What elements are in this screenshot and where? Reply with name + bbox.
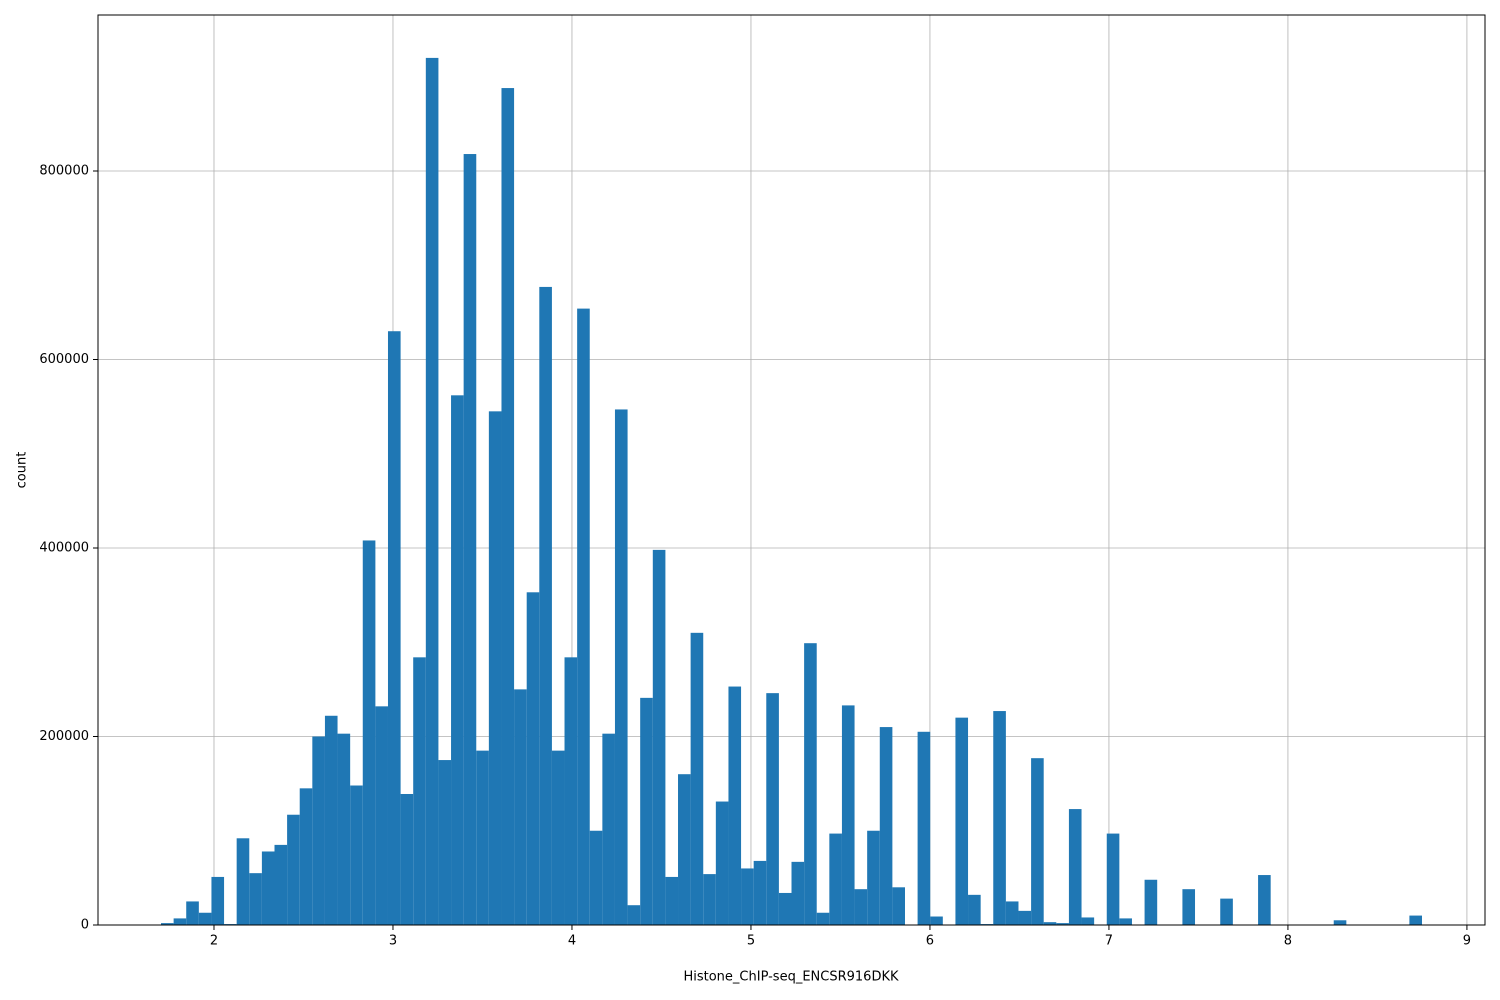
bar — [703, 874, 716, 925]
bar — [577, 308, 590, 925]
y-axis-label: count — [15, 452, 30, 489]
bar — [614, 409, 628, 925]
bar — [261, 851, 275, 925]
bar — [804, 643, 817, 925]
bar — [766, 693, 779, 925]
bar — [879, 727, 893, 925]
bar — [312, 736, 325, 925]
bar — [274, 844, 288, 925]
bar — [728, 686, 742, 925]
bar — [627, 905, 641, 925]
y-tick-label: 800000 — [39, 163, 89, 178]
bar — [1005, 901, 1019, 925]
bar — [867, 830, 880, 925]
bar — [287, 814, 300, 925]
bar — [425, 57, 439, 926]
bar — [1081, 917, 1095, 925]
bar — [1056, 923, 1069, 925]
bar — [375, 706, 388, 925]
bar — [539, 286, 552, 925]
bar — [993, 711, 1006, 925]
bar — [451, 395, 464, 925]
x-axis-label: Histone_ChIP-seq_ENCSR916DKK — [683, 970, 899, 985]
bar — [526, 592, 540, 925]
y-tick-label: 200000 — [39, 729, 89, 744]
bar — [640, 697, 653, 925]
bar — [1068, 809, 1082, 925]
bar — [1182, 889, 1196, 925]
bar — [753, 860, 767, 925]
bar — [211, 876, 225, 925]
bar — [589, 830, 603, 925]
bar — [387, 331, 401, 925]
bar — [564, 657, 578, 925]
x-tick-label: 8 — [1284, 934, 1292, 949]
bar — [1018, 910, 1032, 925]
bar — [501, 88, 515, 925]
bar — [1119, 918, 1132, 925]
bar — [198, 912, 212, 925]
bar — [816, 912, 830, 925]
bar — [602, 733, 615, 925]
bar — [173, 918, 187, 925]
bar — [829, 833, 842, 925]
bar — [1258, 875, 1271, 925]
bar — [1043, 922, 1057, 925]
bar — [715, 801, 729, 925]
bar — [186, 901, 199, 925]
bar — [741, 868, 754, 925]
bar — [1220, 898, 1233, 925]
bar — [1144, 879, 1158, 925]
bar — [930, 916, 943, 925]
bar — [892, 887, 905, 925]
bar — [1409, 915, 1422, 925]
bar — [841, 705, 855, 925]
bar — [1031, 758, 1044, 925]
bar — [665, 876, 679, 925]
x-tick-label: 2 — [210, 934, 218, 949]
bar — [299, 788, 313, 925]
bar — [362, 540, 376, 925]
bar — [778, 892, 792, 925]
bar — [400, 793, 414, 925]
bar — [678, 774, 691, 925]
bar — [652, 549, 666, 925]
x-tick-label: 7 — [1105, 934, 1113, 949]
bar — [236, 838, 250, 925]
x-tick-label: 3 — [389, 934, 397, 949]
x-tick-label: 4 — [568, 934, 576, 949]
bar — [551, 750, 565, 925]
bar — [955, 717, 969, 925]
bar — [514, 689, 527, 925]
bar — [413, 657, 426, 925]
x-tick-label: 9 — [1463, 934, 1471, 949]
bar — [324, 715, 338, 925]
bar — [249, 873, 262, 925]
y-tick-label: 400000 — [39, 540, 89, 555]
bar — [791, 861, 805, 925]
bar — [968, 894, 981, 925]
bar — [854, 889, 868, 925]
bar — [488, 411, 502, 925]
bar — [1106, 833, 1120, 925]
y-tick-label: 0 — [81, 918, 89, 933]
bar — [161, 923, 174, 925]
y-tick-label: 600000 — [39, 352, 89, 367]
bar — [917, 731, 931, 925]
bar — [476, 750, 489, 925]
bar — [463, 154, 477, 926]
bar — [337, 733, 351, 925]
bar — [690, 632, 704, 925]
bar — [350, 785, 363, 925]
x-tick-label: 6 — [926, 934, 934, 949]
bar — [1333, 920, 1347, 925]
plot-frame — [97, 14, 1486, 926]
x-tick-label: 5 — [747, 934, 755, 949]
bar — [438, 760, 452, 925]
